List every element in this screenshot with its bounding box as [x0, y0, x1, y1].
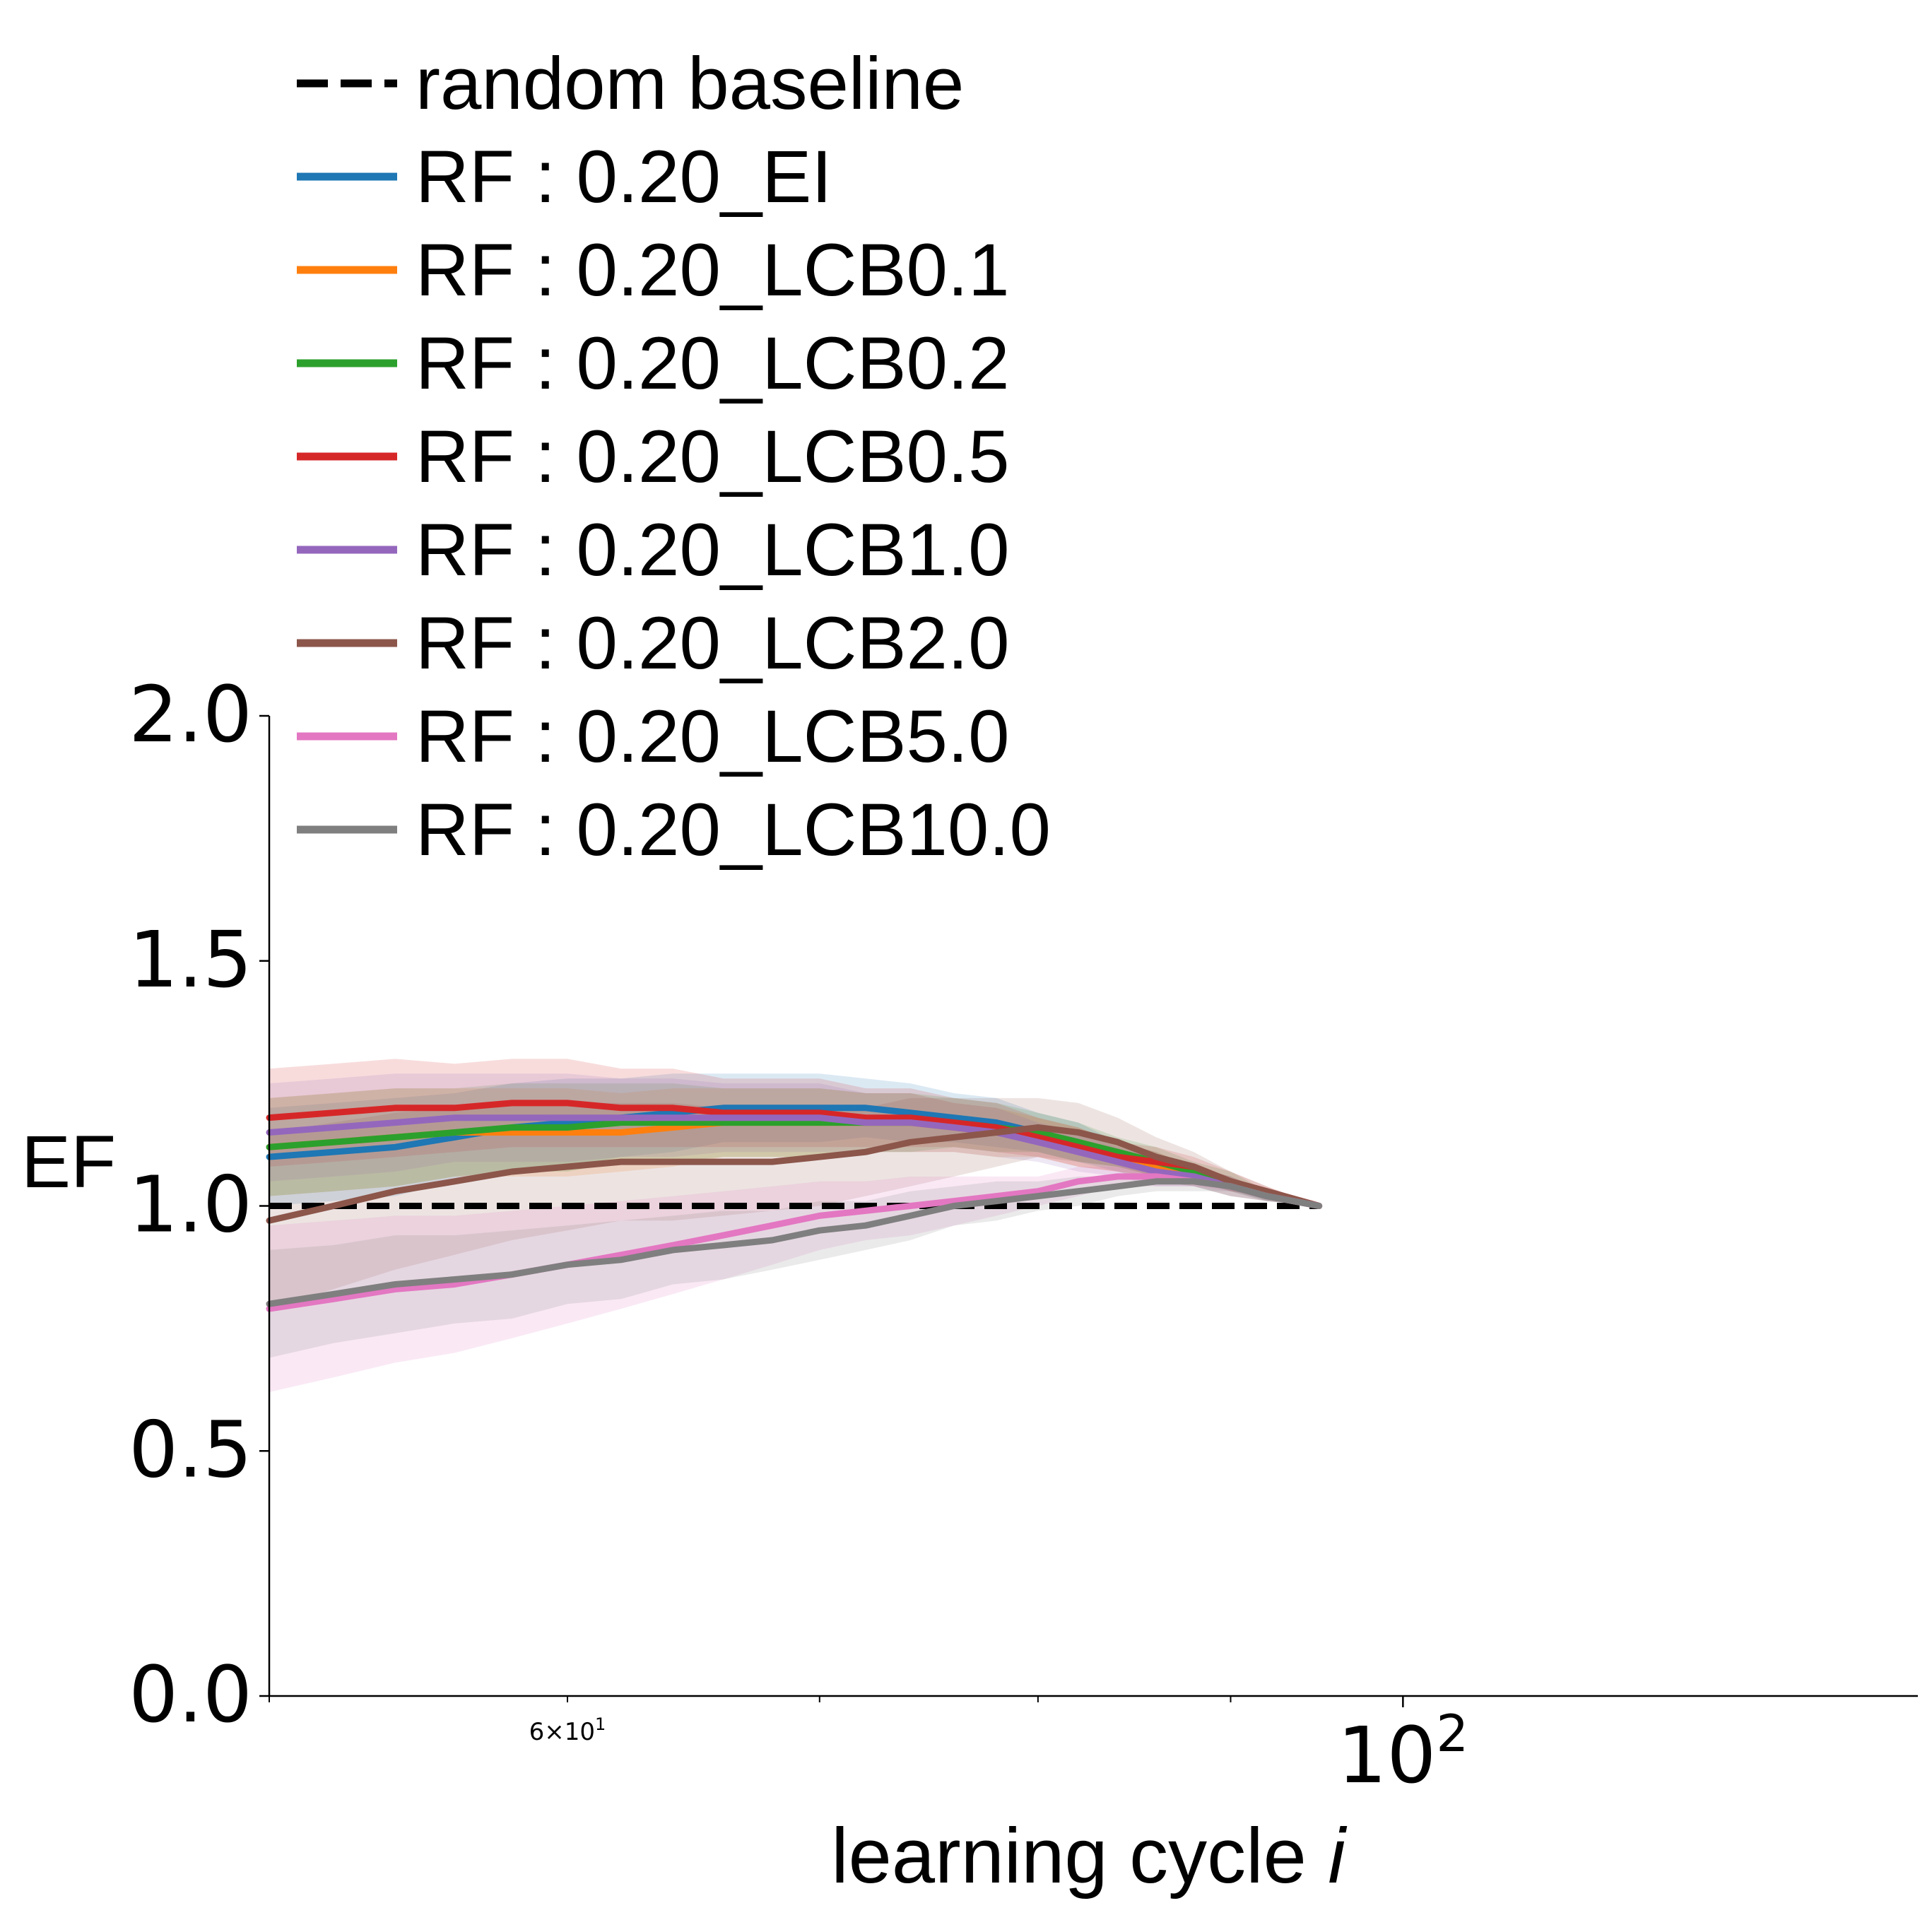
y-axis-label: EF [21, 1121, 116, 1203]
y-tick-label: 1.5 [129, 914, 252, 1005]
x-tick-label-minor: 6×101 [529, 1714, 606, 1746]
y-tick-label: 1.0 [129, 1160, 252, 1250]
y-tick-label: 2.0 [129, 669, 252, 760]
series-lines [266, 1100, 1323, 1312]
legend-label-rf-0-20-lcb0-1: RF : 0.20_LCB0.1 [416, 229, 1009, 312]
x-axis-label: learning cycle i [831, 1813, 1347, 1900]
y-tick-label: 0.0 [129, 1649, 252, 1740]
legend-label-random-baseline: random baseline [416, 42, 964, 125]
band-rf-0-20-lcb1-0 [269, 1073, 1319, 1206]
y-tick-label: 0.5 [129, 1404, 252, 1495]
line-rf-0-20-lcb2-0 [266, 1124, 1323, 1224]
x-axis-label-text: learning cycle [831, 1813, 1307, 1900]
band-rf-0-20-lcb5-0 [269, 1167, 1319, 1392]
x-axis-label-variable: i [1328, 1813, 1347, 1900]
legend-label-rf-0-20-lcb0-2: RF : 0.20_LCB0.2 [416, 322, 1009, 405]
band-rf-0-20-lcb0-2 [269, 1083, 1319, 1206]
legend-label-rf-0-20-ei: RF : 0.20_EI [416, 136, 832, 218]
band-rf-0-20-lcb0-5 [269, 1059, 1319, 1206]
legend-label-rf-0-20-lcb1-0: RF : 0.20_LCB1.0 [416, 509, 1009, 591]
legend-label-rf-0-20-lcb0-5: RF : 0.20_LCB0.5 [416, 416, 1009, 498]
legend: random baseline RF : 0.20_EI RF : 0.20_LCB… [297, 42, 1051, 871]
legend-label-rf-0-20-lcb2-0: RF : 0.20_LCB2.0 [416, 602, 1009, 685]
band-rf-0-20-ei [269, 1073, 1319, 1206]
line-rf-0-20-lcb1-0 [266, 1114, 1323, 1209]
band-rf-0-20-lcb10-0 [269, 1172, 1319, 1358]
legend-label-rf-0-20-lcb10-0: RF : 0.20_LCB10.0 [416, 789, 1051, 871]
x-ticks: 102 6×101 [269, 1696, 1468, 1801]
line-rf-0-20-lcb10-0 [266, 1178, 1323, 1307]
x-tick-label: 102 [1337, 1704, 1468, 1801]
legend-label-rf-0-20-lcb5-0: RF : 0.20_LCB5.0 [416, 695, 1009, 778]
y-ticks: 0.0 0.5 1.0 1.5 2.0 [129, 669, 269, 1740]
